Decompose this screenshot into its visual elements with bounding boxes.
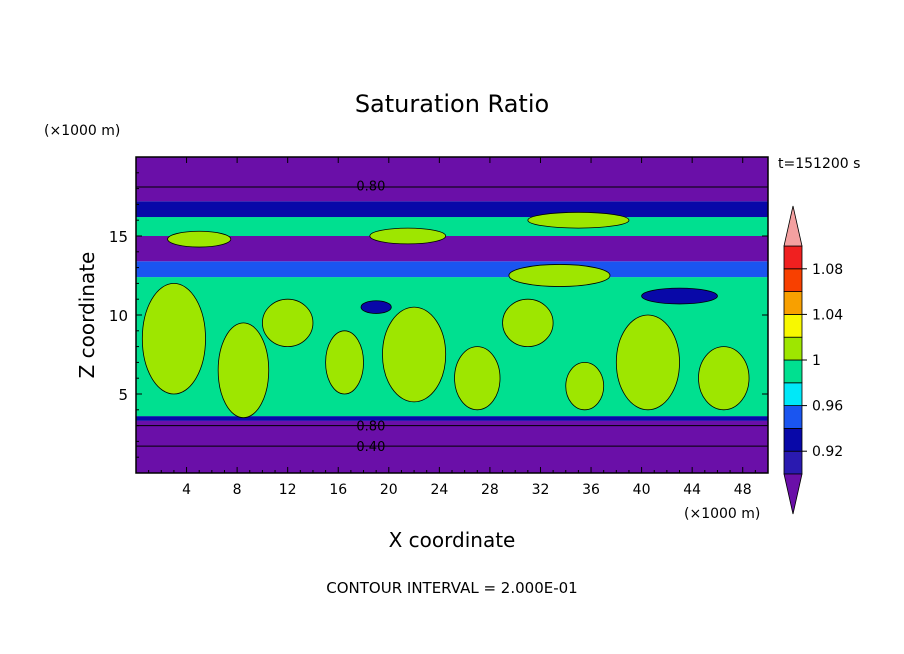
field-band-2: [136, 420, 768, 426]
colorbar-tick-label-3: 1.04: [812, 307, 843, 323]
field-blob-4: [382, 306, 447, 403]
contour-label-0: 0.80: [356, 179, 385, 194]
contour-label-1: 0.80: [356, 420, 385, 435]
y-unit-label: (×1000 m): [44, 123, 120, 139]
contour-interval-label: CONTOUR INTERVAL = 2.000E-01: [326, 579, 577, 597]
colorbar-segment-4: [783, 359, 803, 384]
x-axis-ticks: 4 8 12 16 20 24 28 32 36 40 44 48: [148, 157, 756, 498]
x-tick-label-28: 28: [481, 482, 499, 498]
saturation-field: [136, 157, 768, 473]
field-blob-5: [454, 346, 501, 411]
x-tick-label-8: 8: [233, 482, 242, 498]
contour-labels: 0.80 0.80 0.40: [356, 179, 385, 455]
field-band-8: [136, 201, 768, 218]
field-band-7: [136, 217, 768, 236]
colorbar-segment-7: [783, 291, 803, 315]
x-tick-label-16: 16: [329, 482, 347, 498]
x-tick-label-12: 12: [279, 482, 297, 498]
colorbar-under-extension: [783, 473, 803, 515]
x-tick-label-32: 32: [532, 482, 550, 498]
colorbar-over-extension: [783, 205, 803, 247]
y-axis-label: Z coordinate: [75, 252, 99, 379]
field-blob-0: [141, 283, 206, 395]
field-band-3: [136, 416, 768, 421]
field-blob-8: [615, 314, 680, 411]
x-tick-label-20: 20: [380, 482, 398, 498]
colorbar-tick-label-4: 1.08: [812, 262, 843, 278]
x-unit-label: (×1000 m): [684, 506, 760, 522]
x-tick-label-36: 36: [582, 482, 600, 498]
field-blob-14: [360, 300, 392, 314]
colorbar-segment-2: [783, 405, 803, 429]
time-label: t=151200 s: [778, 156, 860, 172]
field-band-1: [136, 425, 768, 447]
field-band-10: [136, 157, 768, 188]
field-blob-3: [325, 330, 364, 395]
colorbar-segment-5: [783, 336, 803, 361]
x-axis-label: X coordinate: [389, 528, 516, 552]
x-tick-label-48: 48: [734, 482, 752, 498]
field-blob-15: [641, 287, 718, 305]
field-blob-6: [502, 298, 554, 347]
field-blob-10: [167, 230, 232, 248]
y-tick-label-15: 15: [109, 228, 128, 246]
colorbar-segment-0: [783, 450, 803, 475]
field-band-6: [136, 236, 768, 262]
x-tick-label-4: 4: [182, 482, 191, 498]
colorbar-segment-9: [783, 245, 803, 270]
field-blob-11: [369, 227, 447, 245]
colorbar-tick-label-1: 0.96: [812, 399, 843, 415]
colorbar-segment-3: [783, 382, 803, 406]
colorbar-tick-label-0: 0.92: [812, 444, 843, 460]
y-tick-label-5: 5: [118, 386, 128, 404]
colorbar-segment-1: [783, 427, 803, 452]
colorbar-tick-label-2: 1: [812, 353, 821, 369]
x-tick-label-44: 44: [683, 482, 701, 498]
colorbar-segment-6: [783, 313, 803, 338]
field-blob-2: [261, 298, 314, 347]
field-blob-9: [698, 346, 750, 411]
colorbar: 0.92 0.96 1 1.04 1.08: [783, 205, 843, 515]
field-blob-1: [217, 322, 270, 419]
y-tick-label-10: 10: [109, 307, 128, 325]
x-tick-label-40: 40: [633, 482, 651, 498]
field-band-0: [136, 446, 768, 473]
field-blob-13: [508, 264, 611, 287]
chart-title: Saturation Ratio: [355, 90, 549, 118]
x-tick-label-24: 24: [430, 482, 448, 498]
colorbar-segment-8: [783, 268, 803, 292]
field-band-5: [136, 261, 768, 278]
contour-label-2: 0.40: [356, 440, 385, 455]
y-axis-ticks: 5 10 15: [109, 172, 768, 458]
field-band-9: [136, 187, 768, 202]
field-blob-12: [527, 211, 630, 229]
field-blob-7: [565, 361, 605, 411]
